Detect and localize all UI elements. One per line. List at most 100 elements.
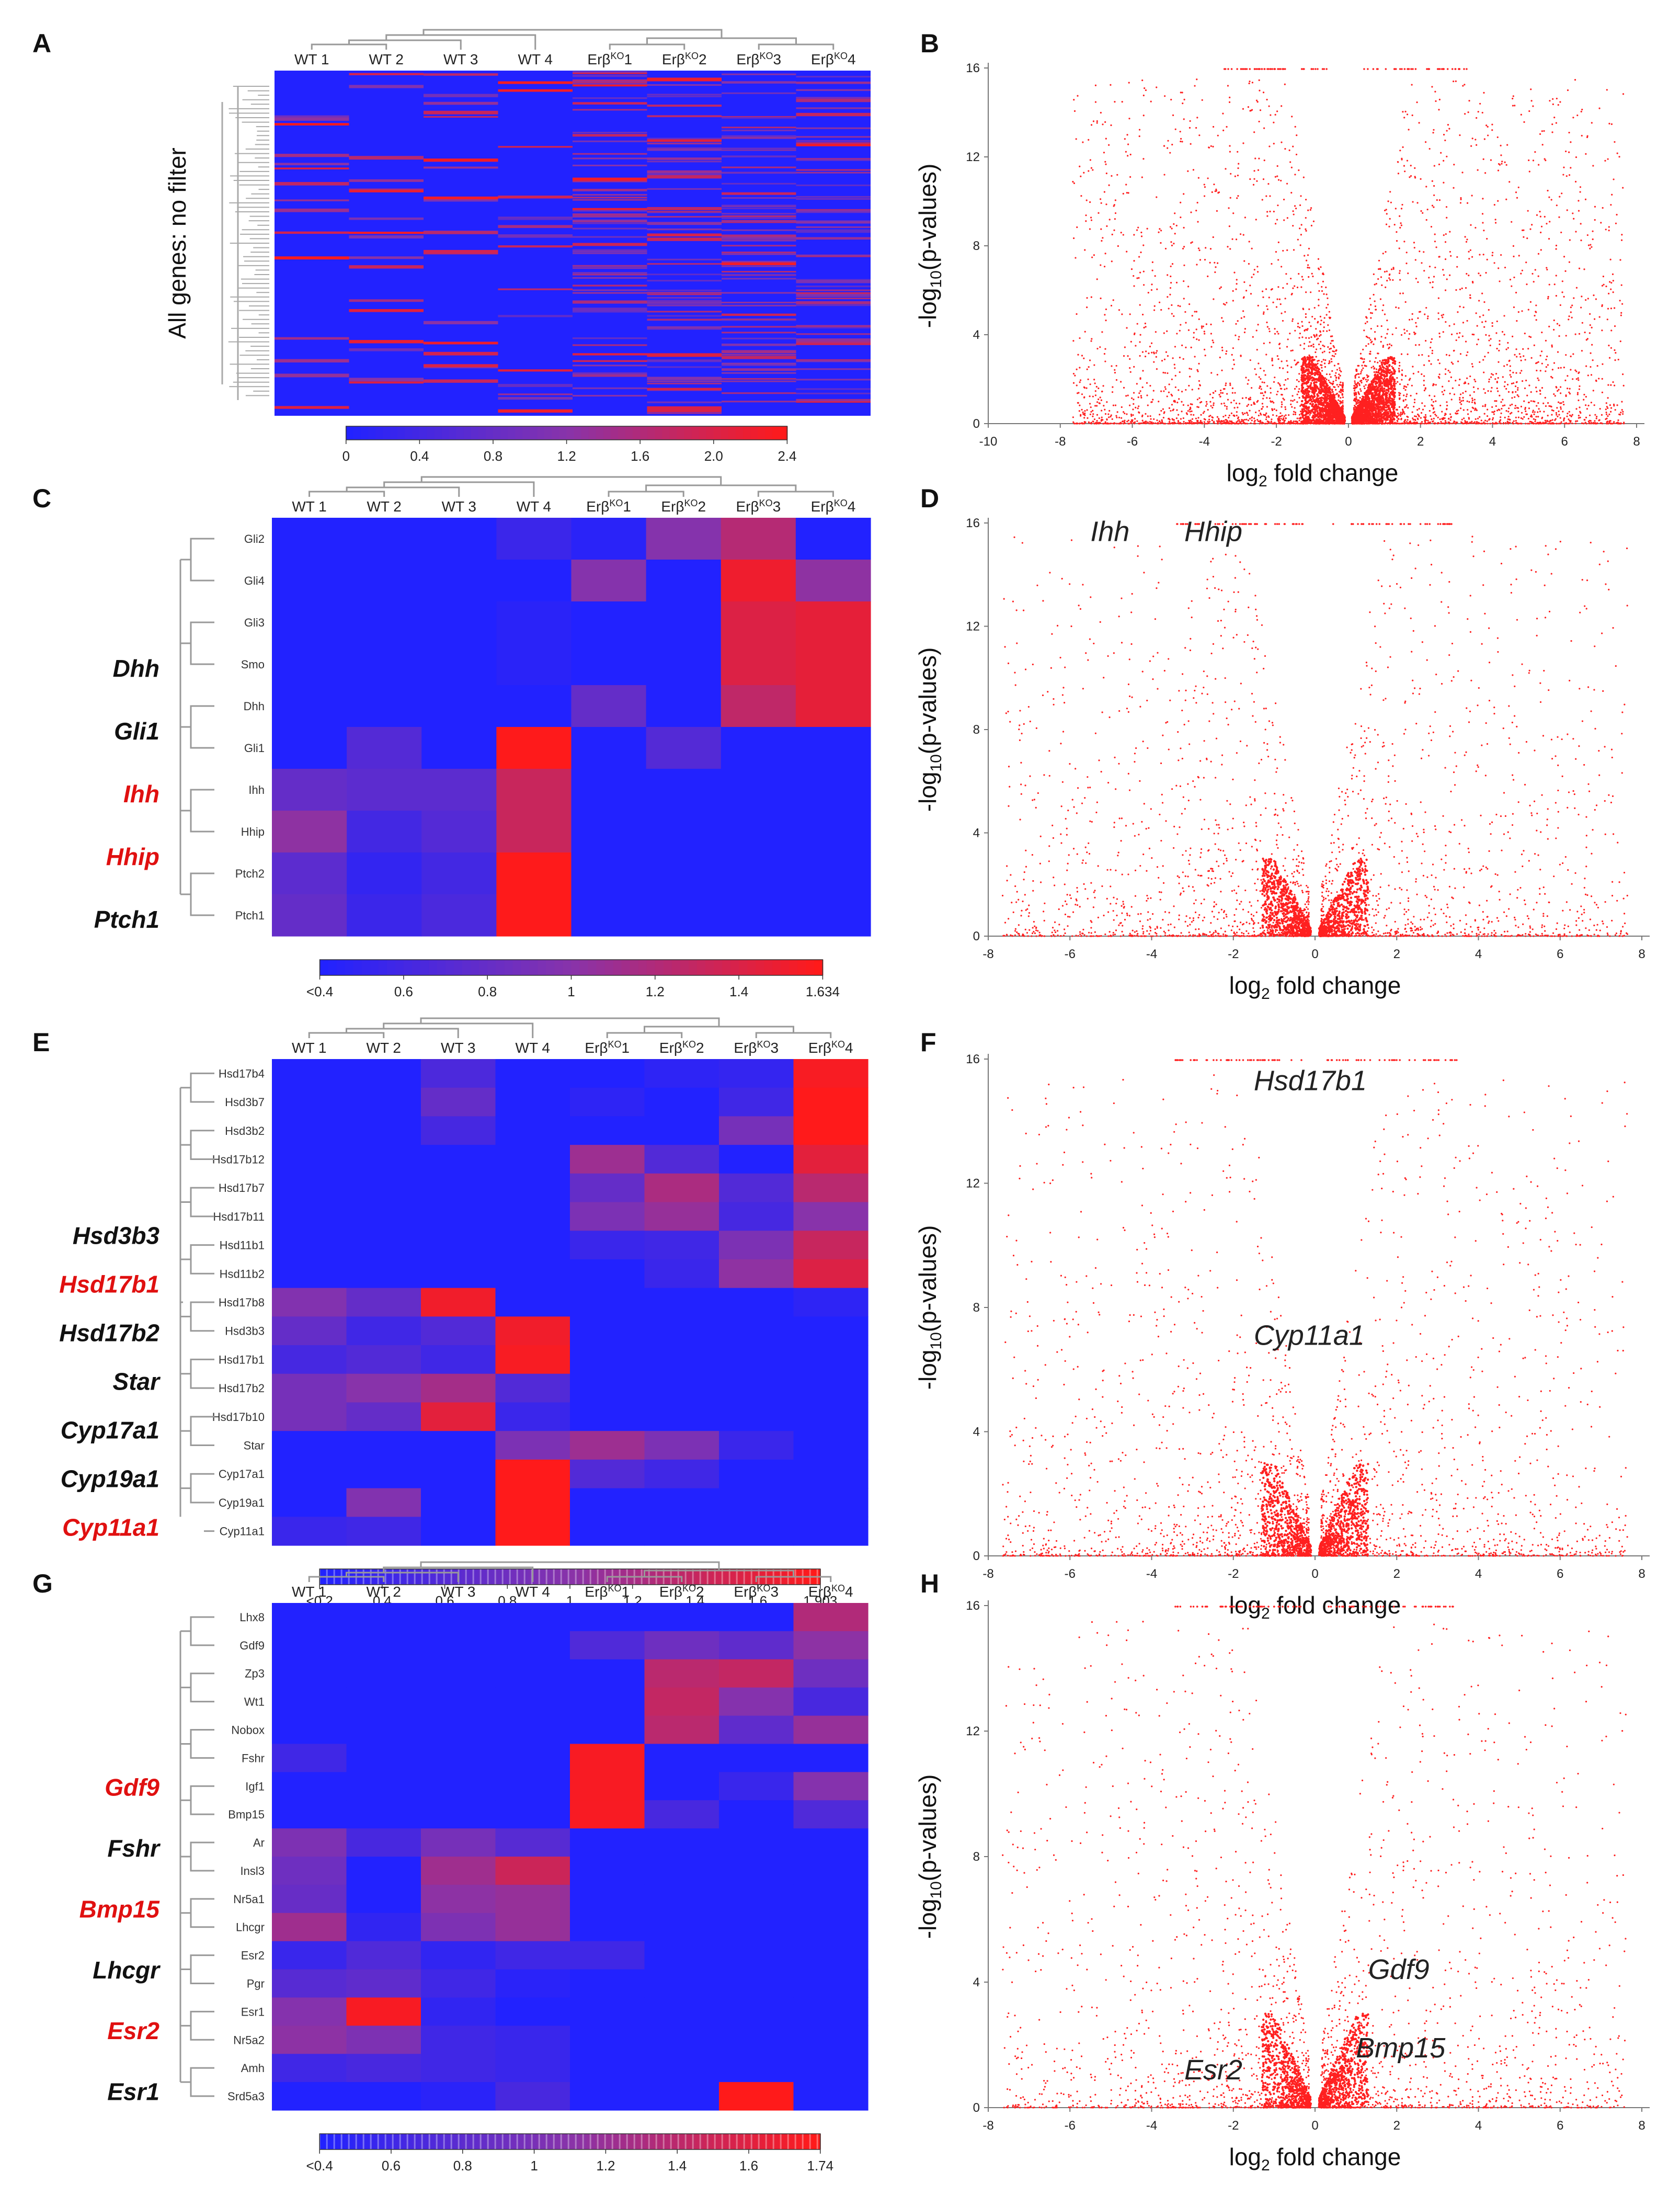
volcano-point xyxy=(1179,357,1181,359)
volcano-point xyxy=(1141,313,1144,316)
volcano-point xyxy=(1515,416,1517,418)
volcano-point xyxy=(1249,359,1251,361)
volcano-point xyxy=(1261,403,1263,405)
volcano-point xyxy=(1079,381,1081,383)
volcano-point xyxy=(1137,226,1139,229)
volcano-point xyxy=(1197,388,1200,390)
volcano-point xyxy=(1254,368,1256,370)
volcano-point xyxy=(1225,168,1227,170)
volcano-point xyxy=(1475,380,1477,382)
volcano-point xyxy=(1116,423,1118,425)
volcano-point xyxy=(1214,422,1216,425)
volcano-point xyxy=(1556,323,1559,325)
volcano-point xyxy=(1122,420,1124,423)
volcano-point xyxy=(1223,422,1225,424)
volcano-point xyxy=(1221,317,1223,319)
volcano-point xyxy=(1235,402,1238,404)
volcano-point xyxy=(1436,199,1438,201)
volcano-point xyxy=(1619,414,1621,416)
volcano-point xyxy=(1271,357,1273,359)
volcano-point xyxy=(1106,225,1108,227)
volcano-point xyxy=(1176,401,1179,404)
volcano-point xyxy=(1421,354,1423,356)
volcano-point xyxy=(1275,251,1277,253)
volcano-point xyxy=(1358,384,1361,386)
volcano-point xyxy=(1243,331,1246,334)
volcano-point xyxy=(1546,267,1548,269)
volcano-point xyxy=(1414,259,1416,261)
volcano-point xyxy=(1361,382,1363,384)
volcano-point xyxy=(1183,193,1185,195)
volcano-point xyxy=(1466,272,1468,275)
volcano-point xyxy=(1484,404,1487,406)
volcano-point xyxy=(1261,290,1264,292)
volcano-point xyxy=(1395,306,1397,309)
volcano-point xyxy=(1419,250,1421,253)
volcano-point xyxy=(1608,292,1610,294)
volcano-point xyxy=(1139,341,1141,343)
volcano-point xyxy=(1507,342,1509,344)
volcano-point xyxy=(1591,246,1593,248)
volcano-point xyxy=(1325,373,1328,376)
volcano-point xyxy=(1166,395,1168,397)
volcano-point xyxy=(1525,261,1527,264)
volcano-point xyxy=(1299,326,1301,328)
volcano-point xyxy=(1220,389,1222,392)
volcano-point xyxy=(1405,263,1408,265)
volcano-point xyxy=(1177,304,1179,307)
volcano-point xyxy=(1400,208,1403,210)
heatmap-stripe xyxy=(647,188,722,190)
volcano-point xyxy=(1183,264,1185,266)
volcano-point xyxy=(1098,402,1100,404)
volcano-point xyxy=(1310,291,1312,293)
volcano-point xyxy=(1535,319,1537,321)
volcano-point xyxy=(1590,244,1592,246)
volcano-point xyxy=(1323,345,1325,347)
volcano-point xyxy=(1275,415,1278,417)
volcano-point xyxy=(1335,389,1337,391)
volcano-point xyxy=(1535,386,1537,389)
volcano-point xyxy=(1535,423,1537,425)
volcano-point xyxy=(1139,390,1141,392)
volcano-point xyxy=(1469,294,1471,296)
volcano-point xyxy=(1259,412,1262,415)
heatmap-stripe xyxy=(722,318,796,321)
volcano-point xyxy=(1204,186,1206,188)
volcano-point xyxy=(1601,414,1603,416)
heatmap-stripe xyxy=(647,380,722,382)
volcano-point xyxy=(1195,210,1197,212)
volcano-point xyxy=(1544,215,1546,218)
volcano-point xyxy=(1094,390,1096,392)
volcano-point xyxy=(1294,388,1296,390)
volcano-point xyxy=(1361,365,1363,367)
colorbar-A: 0 0.4 0.8 1.2 1.6 2.0 2.4 xyxy=(342,426,796,464)
heatmap-stripe xyxy=(647,353,722,357)
volcano-point xyxy=(1462,409,1465,411)
volcano-point xyxy=(1114,218,1116,220)
volcano-point xyxy=(1104,348,1106,350)
volcano-point xyxy=(1462,392,1464,394)
volcano-point xyxy=(1181,344,1183,346)
volcano-point xyxy=(1307,209,1309,211)
volcano-point xyxy=(1312,220,1315,222)
volcano-point xyxy=(1517,389,1519,391)
volcano-point xyxy=(1320,334,1322,336)
heatmap-stripe xyxy=(349,309,424,312)
volcano-point xyxy=(1389,191,1391,193)
volcano-point xyxy=(1575,420,1577,423)
volcano-point xyxy=(1098,212,1100,214)
volcano-point xyxy=(1517,416,1519,418)
heatmap-stripe xyxy=(573,109,647,111)
volcano-point xyxy=(1110,84,1112,86)
heatmap-stripe xyxy=(796,226,871,228)
volcano-point xyxy=(1442,314,1444,316)
volcano-point xyxy=(1461,422,1463,424)
volcano-point xyxy=(1178,398,1180,400)
volcano-point xyxy=(1591,122,1593,124)
volcano-point xyxy=(1385,251,1387,253)
volcano-point xyxy=(1092,169,1094,171)
volcano-point xyxy=(1407,419,1409,421)
volcano-point xyxy=(1075,138,1077,140)
heatmap-stripe xyxy=(796,210,871,212)
volcano-point xyxy=(1229,420,1232,423)
